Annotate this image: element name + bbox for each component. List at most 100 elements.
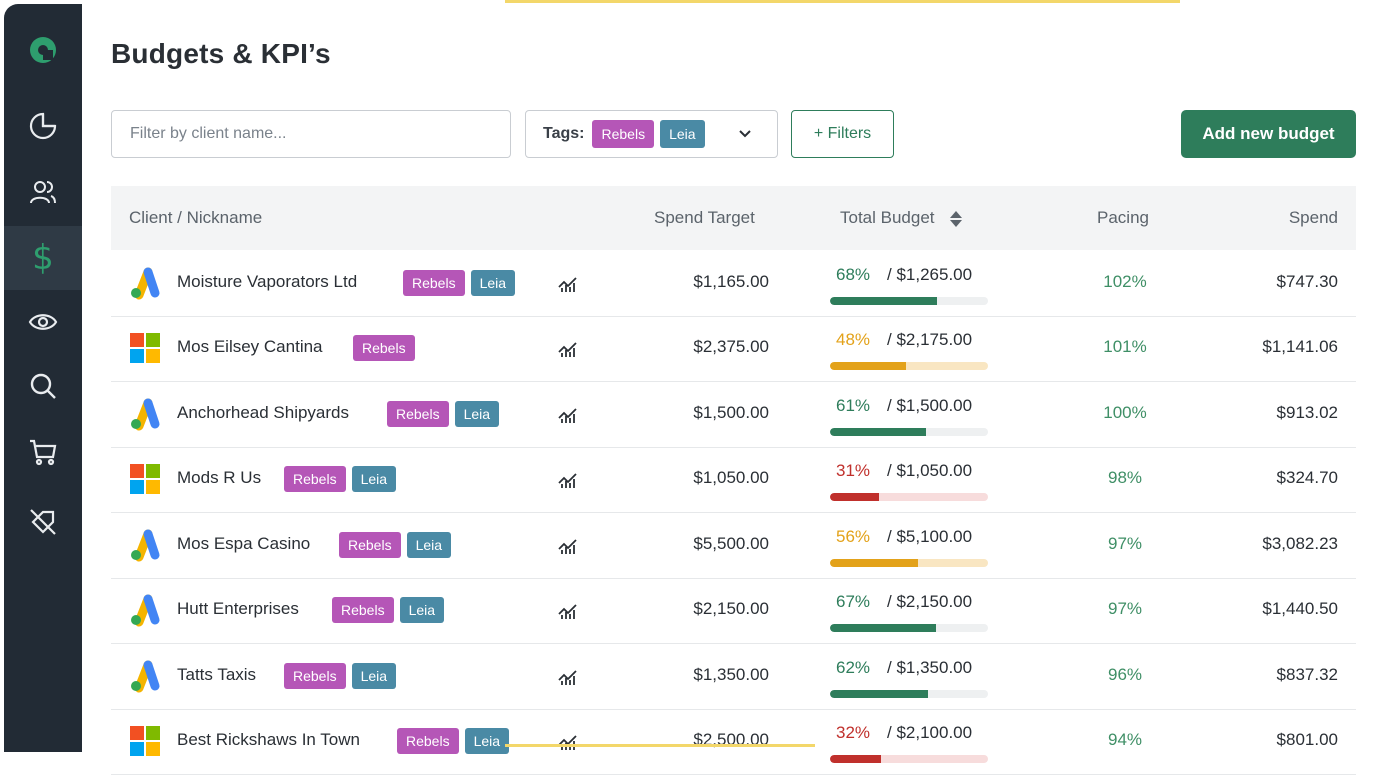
pacing-value: 98% [1107,468,1143,487]
budget-progress-bar [830,559,988,567]
eye-icon[interactable] [4,294,82,350]
spend-value: $324.70 [1276,468,1338,487]
budget-progress-bar [830,755,988,763]
trend-chart-icon[interactable] [556,664,580,688]
spend-target: $5,500.00 [693,534,769,553]
chevron-down-icon[interactable] [737,125,753,141]
tag-badge-leia[interactable]: Leia [464,728,510,754]
microsoft-ads-logo-icon [128,724,162,758]
budget-progress-fill [830,755,881,763]
sidebar: $ [4,4,82,752]
total-budget: / $2,100.00 [887,723,973,742]
sort-icon[interactable] [949,210,963,228]
trend-chart-icon[interactable] [556,467,580,491]
tag-badge-rebels[interactable]: Rebels [284,466,346,492]
budget-progress-bar [830,493,988,501]
row-tags: Rebels Leia [387,401,505,427]
budget-progress-bar [830,624,988,632]
filters-button[interactable]: + Filters [791,110,894,158]
table-row[interactable]: Mods R Us Rebels Leia $1,050.00 31% / $1,050.… [111,447,1356,513]
tag-badge-rebels[interactable]: Rebels [403,270,465,296]
search-icon[interactable] [4,358,82,414]
trend-chart-icon[interactable] [556,598,580,622]
pie-chart-icon[interactable] [4,98,82,154]
budgets-dollar-icon[interactable]: $ [4,226,82,290]
users-icon[interactable] [4,164,82,220]
google-ads-logo-icon [128,528,162,562]
tag-chip-rebels[interactable]: Rebels [592,120,655,148]
table-row[interactable]: Mos Espa Casino Rebels Leia $5,500.00 56% / $… [111,513,1356,579]
tags-select[interactable]: Tags: Rebels Leia [525,110,778,158]
tag-off-icon[interactable] [4,494,82,550]
pacing-value: 97% [1107,534,1143,553]
tag-badge-rebels[interactable]: Rebels [332,597,394,623]
header-spend: Spend [1288,208,1338,227]
budget-percent: 68% [836,265,871,284]
client-search-input[interactable]: Filter by client name... [111,110,511,158]
client-name[interactable]: Mos Eilsey Cantina [177,337,323,356]
trend-chart-icon[interactable] [556,533,580,557]
google-ads-logo-icon [128,659,162,693]
table-row[interactable]: Anchorhead Shipyards Rebels Leia $1,500.00 6… [111,382,1356,448]
budget-percent: 32% [836,723,871,742]
add-budget-button[interactable]: Add new budget [1181,110,1356,158]
tag-badge-leia[interactable]: Leia [454,401,500,427]
tag-badge-leia[interactable]: Leia [351,466,397,492]
budget-progress-bar [830,362,988,370]
client-name[interactable]: Anchorhead Shipyards [177,403,350,422]
table-row[interactable]: Moisture Vaporators Ltd Rebels Leia $1,165.… [111,251,1356,317]
client-name[interactable]: Best Rickshaws In Town [177,730,360,749]
tag-badge-leia[interactable]: Leia [399,597,445,623]
cart-icon[interactable] [4,424,82,480]
tag-badge-leia[interactable]: Leia [470,270,516,296]
trend-chart-icon[interactable] [556,729,580,753]
table-row[interactable]: Mos Eilsey Cantina Rebels $2,375.00 48% / $2… [111,316,1356,382]
client-name[interactable]: Hutt Enterprises [177,599,299,618]
google-ads-logo-icon [128,266,162,300]
tag-badge-leia[interactable]: Leia [351,663,397,689]
spend-value: $747.30 [1276,272,1338,291]
row-tags: Rebels Leia [284,466,402,492]
client-name[interactable]: Mos Espa Casino [177,534,311,553]
total-budget: / $1,265.00 [887,265,973,284]
row-tags: Rebels Leia [403,270,521,296]
spend-value: $913.02 [1276,403,1338,422]
table-header: Client / Nickname Spend Target Total Bud… [111,186,1356,250]
tag-badge-rebels[interactable]: Rebels [387,401,449,427]
tag-badge-rebels[interactable]: Rebels [339,532,401,558]
table-row[interactable]: Best Rickshaws In Town Rebels Leia $2,500.0… [111,709,1356,775]
tag-badge-rebels[interactable]: Rebels [397,728,459,754]
trend-chart-icon[interactable] [556,336,580,360]
table-row[interactable]: Tatts Taxis Rebels Leia $1,350.00 62% / $1,35… [111,644,1356,710]
row-tags: Rebels Leia [332,597,450,623]
tag-badge-rebels[interactable]: Rebels [284,663,346,689]
budget-progress-fill [830,297,938,305]
table-row[interactable]: Hutt Enterprises Rebels Leia $2,150.00 67% / … [111,578,1356,644]
header-spend-target: Spend Target [654,208,755,227]
budget-progress-fill [830,690,928,698]
budget-progress-fill [830,559,919,567]
tag-chip-leia[interactable]: Leia [660,120,705,148]
client-name[interactable]: Tatts Taxis [177,665,257,684]
trend-chart-icon[interactable] [556,402,580,426]
pacing-value: 96% [1107,665,1143,684]
spend-target: $2,375.00 [693,337,769,356]
client-name[interactable]: Mods R Us [177,468,262,487]
total-budget: / $2,175.00 [887,330,973,349]
header-total-budget[interactable]: Total Budget [840,208,963,228]
trend-chart-icon[interactable] [556,271,580,295]
tag-badge-leia[interactable]: Leia [406,532,452,558]
page-title: Budgets & KPI’s [111,38,331,69]
client-name[interactable]: Moisture Vaporators Ltd [177,272,358,291]
row-tags: Rebels Leia [397,728,515,754]
pacing-value: 102% [1103,272,1147,291]
app-logo-icon[interactable] [4,22,82,78]
tags-label: Tags: [543,125,585,142]
budget-progress-bar [830,690,988,698]
pacing-value: 97% [1107,599,1143,618]
spend-value: $1,141.06 [1262,337,1338,356]
tag-badge-rebels[interactable]: Rebels [353,335,415,361]
spend-target: $1,350.00 [693,665,769,684]
header-pacing: Pacing [1097,208,1149,227]
total-budget: / $2,150.00 [887,592,973,611]
